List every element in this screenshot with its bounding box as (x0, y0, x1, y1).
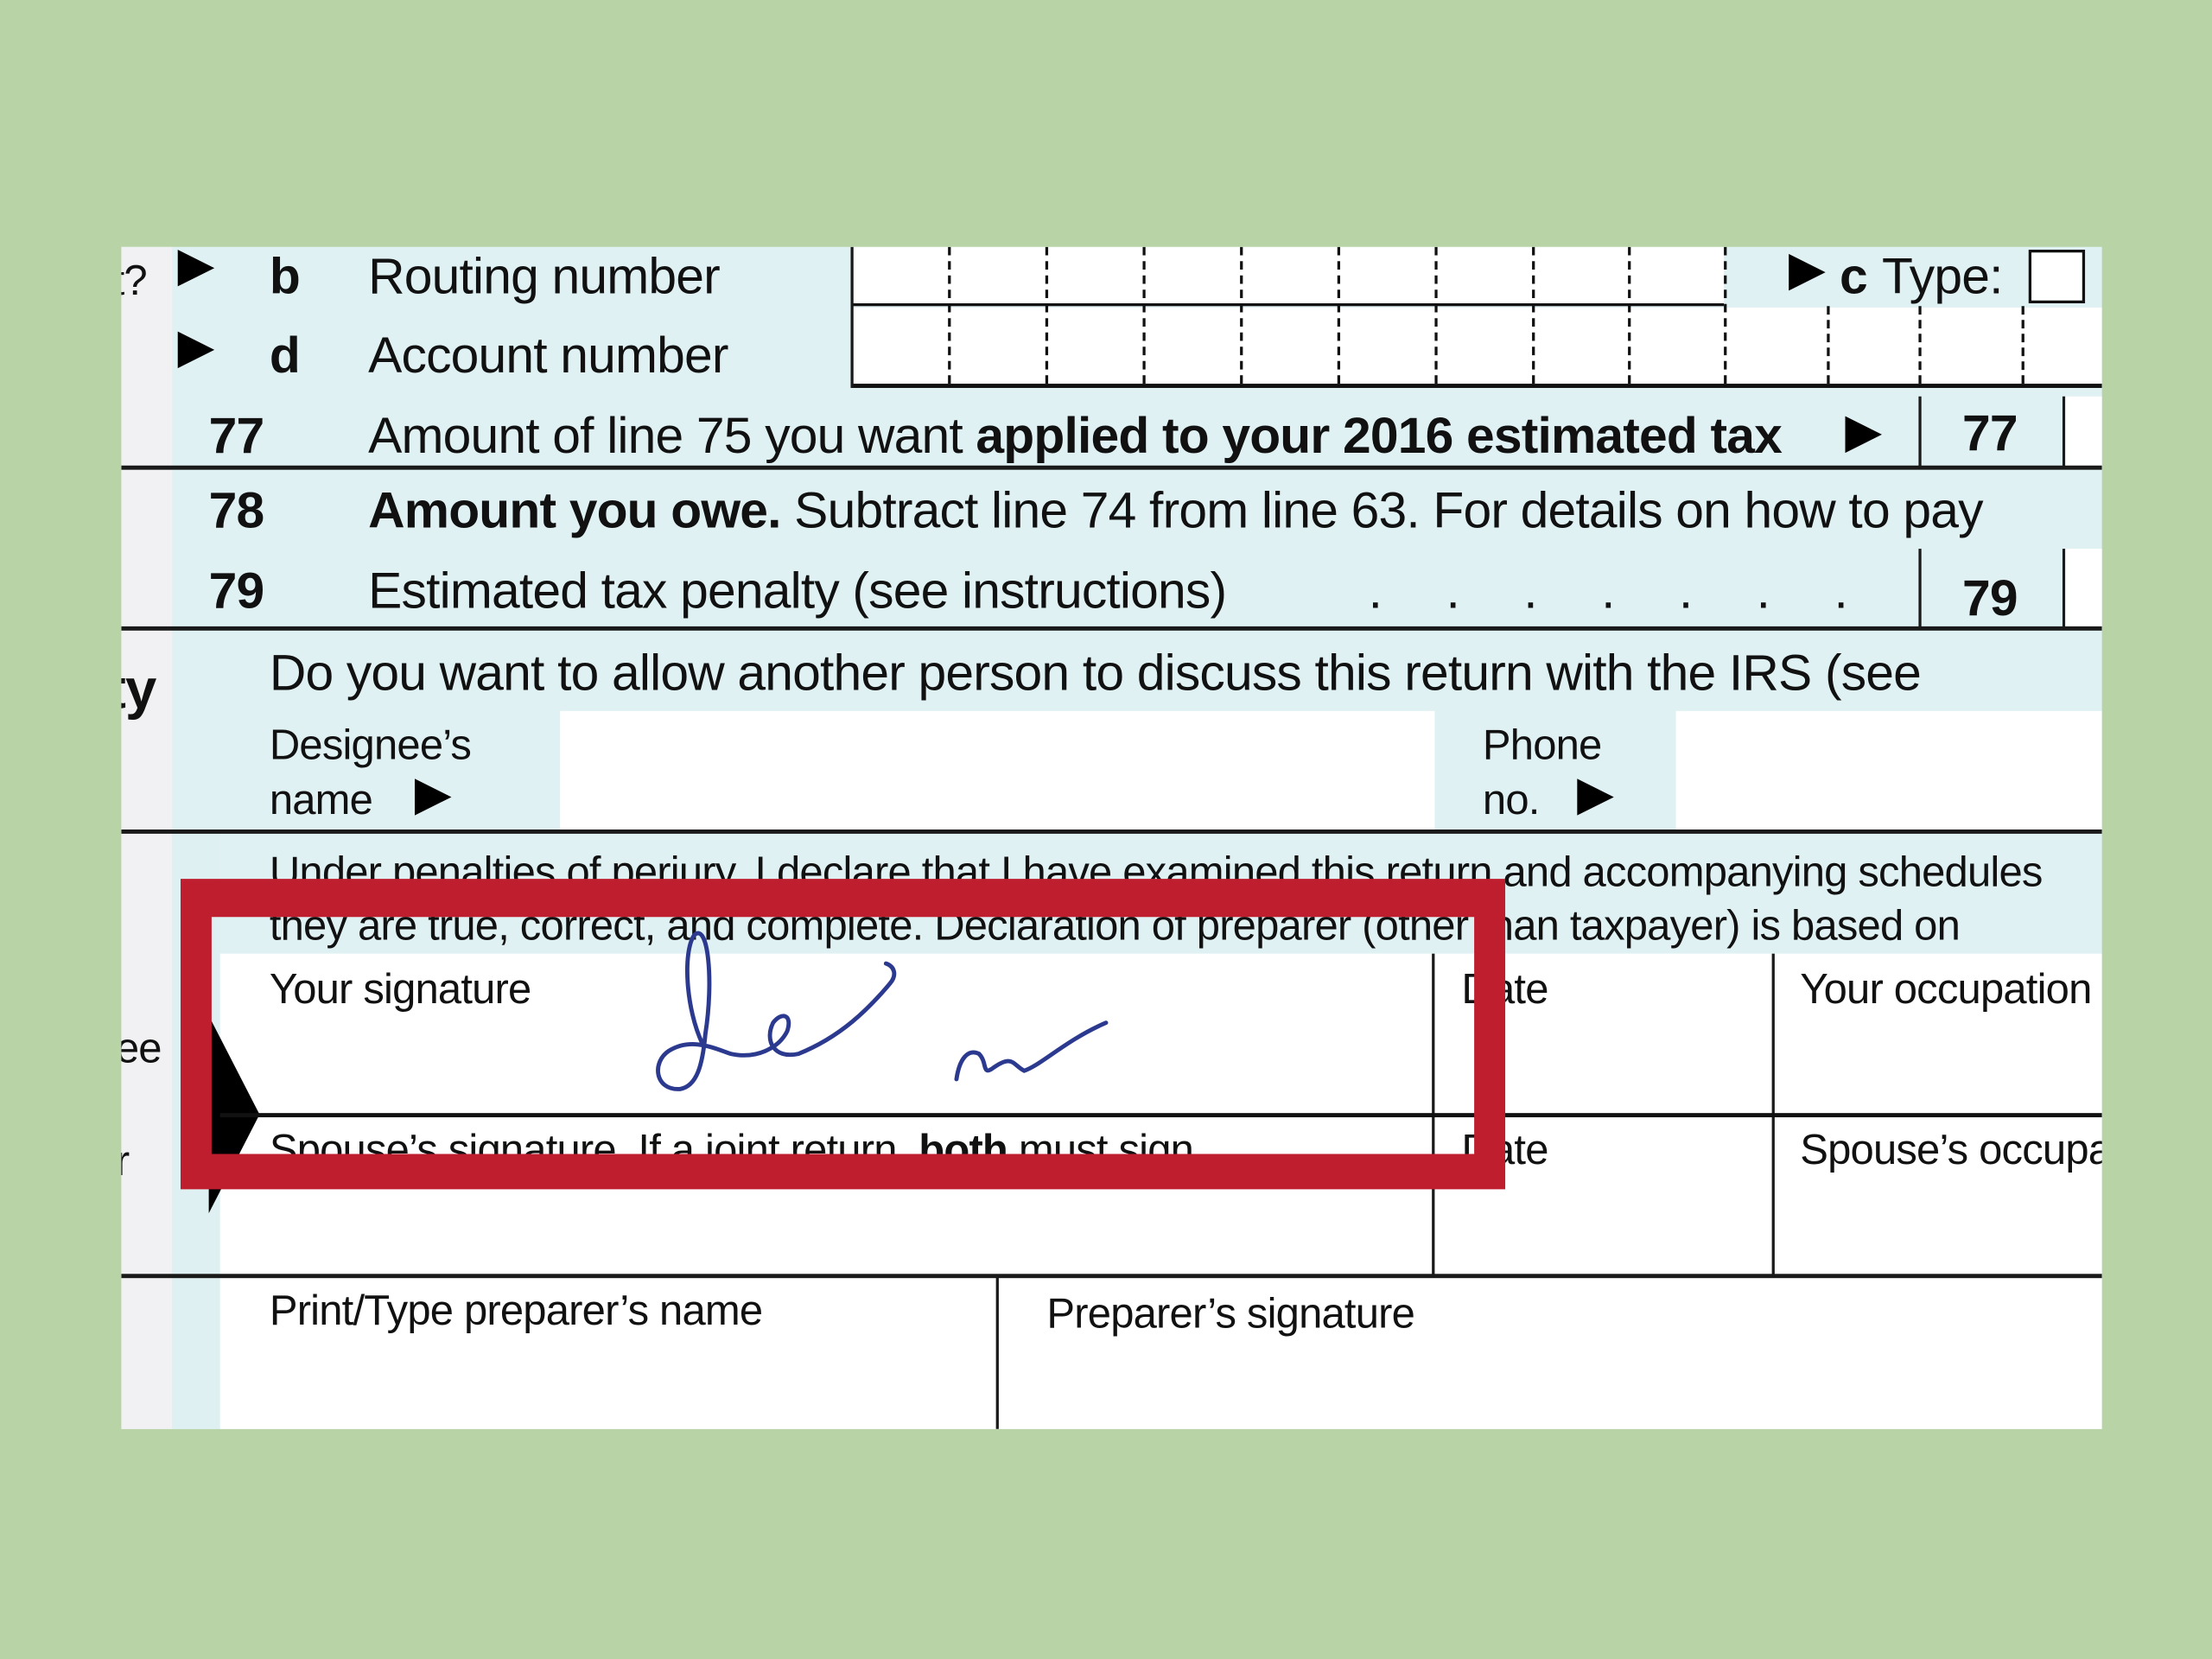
divider (1827, 306, 1830, 385)
divider (1240, 246, 1243, 385)
third-party-question: Do you want to allow another person to d… (269, 643, 1922, 702)
line-77-number: 77 (208, 406, 265, 465)
tax-form-excerpt: t? b Routing number c Type: d Account nu… (121, 246, 2102, 1429)
divider (121, 1274, 2102, 1279)
divider (2062, 549, 2066, 628)
designee-label: Designee’s (269, 721, 472, 769)
line-79-box-number: 79 (1962, 568, 2018, 626)
type-label: Type: (1881, 246, 2004, 305)
line-letter-b: b (269, 246, 301, 305)
divider (850, 246, 854, 388)
divider (852, 303, 1725, 307)
line-77-text-bold: applied to your 2016 estimated tax (976, 406, 1783, 465)
arrow-icon (1845, 416, 1882, 454)
account-label: Account number (368, 326, 728, 385)
arrow-icon (1577, 779, 1614, 816)
line-79-text: Estimated tax penalty (see instructions) (368, 561, 1227, 620)
divider (852, 384, 2102, 388)
divider (1918, 396, 1922, 467)
line-77-box-number: 77 (1962, 403, 2018, 461)
divider (1724, 246, 1727, 385)
handwritten-signature (656, 931, 1109, 1091)
divider (1918, 549, 1922, 628)
your-signature-label: Your signature (269, 966, 531, 1014)
type-checkbox[interactable] (2028, 249, 2086, 304)
line-77-text: Amount of line 75 you want applied to yo… (368, 406, 1783, 466)
cut-text: t? (121, 257, 147, 305)
arrow-icon (414, 779, 452, 816)
phone-label-2: no. (1482, 777, 1540, 824)
line-78-text-normal: Subtract line 74 from line 63. For detai… (780, 480, 1983, 539)
side-label-fragment: ee (121, 1025, 162, 1072)
line-77-amount-input[interactable] (2065, 396, 2102, 467)
line-78-text-bold: Amount you owe. (368, 480, 781, 539)
divider (1918, 306, 1922, 385)
divider (1532, 246, 1535, 385)
arrow-icon (177, 249, 215, 287)
arrow-icon (1789, 253, 1826, 291)
divider (1628, 246, 1631, 385)
line-78-number: 78 (208, 480, 265, 539)
leader-dots: . . . . . . . (1368, 561, 1848, 620)
your-occupation-label: Your occupation (1800, 966, 2092, 1014)
divider (1142, 246, 1146, 385)
signature-area (219, 953, 2102, 1429)
preparer-name-label: Print/Type preparer’s name (269, 1287, 763, 1335)
line-letter-d: d (269, 326, 301, 385)
routing-number-input[interactable] (852, 246, 1725, 307)
side-label-fragment-2: r (121, 1139, 130, 1187)
line-77-text-normal: Amount of line 75 you want (368, 406, 976, 465)
divider (995, 1276, 999, 1429)
section-label-fragment: ty (121, 658, 156, 721)
line-78-text: Amount you owe. Subtract line 74 from li… (368, 481, 1983, 541)
phone-label: Phone (1482, 721, 1602, 769)
divider (1045, 246, 1049, 385)
divider (121, 626, 2102, 631)
spouse-occupation-label: Spouse’s occupation (1800, 1127, 2101, 1174)
arrow-icon (177, 331, 215, 369)
divider (1434, 246, 1438, 385)
preparer-signature-label: Preparer’s signature (1046, 1290, 1415, 1338)
designee-name-input[interactable] (560, 710, 1435, 830)
divider (1337, 246, 1341, 385)
routing-label: Routing number (368, 246, 721, 305)
divider (121, 465, 2102, 470)
line-79-amount-input[interactable] (2065, 549, 2102, 628)
divider (948, 246, 951, 385)
divider (219, 1113, 2102, 1118)
account-number-input[interactable] (852, 307, 2102, 385)
line-79-number: 79 (208, 561, 265, 620)
phone-number-input[interactable] (1675, 710, 2102, 830)
highlight-box (180, 879, 1506, 1190)
left-margin (121, 246, 173, 1429)
divider (2062, 396, 2066, 467)
designee-label-2: name (269, 777, 373, 824)
divider (2021, 306, 2024, 385)
divider (121, 829, 2102, 834)
line-letter-c: c (1839, 246, 1868, 305)
